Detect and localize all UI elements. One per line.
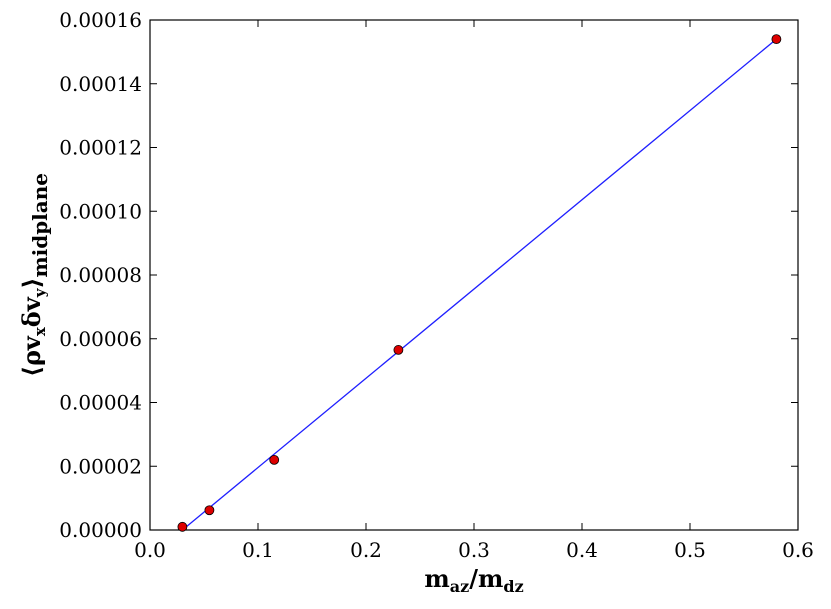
fit-line: [181, 38, 777, 531]
y-axis-label: ⟨ρvxδvy⟩midplane: [17, 173, 52, 377]
x-tick-label: 0.4: [566, 538, 598, 562]
y-axis-label-sub-x: x: [31, 326, 49, 336]
ticks: [149, 19, 799, 531]
x-tick-label: 0.0: [134, 538, 166, 562]
data-point: [269, 454, 280, 465]
x-tick-label: 0.5: [674, 538, 706, 562]
series: [177, 34, 782, 532]
data-point: [204, 505, 215, 516]
tick-labels: 0.0 0.1 0.2 0.3 0.4 0.5 0.6 0.00000 0.00002 0.000…: [59, 8, 814, 562]
y-axis-label-open: ⟨ρv: [17, 335, 46, 377]
data-point: [771, 34, 782, 45]
x-axis-label-slash: /: [469, 564, 478, 593]
x-tick-label: 0.2: [350, 538, 382, 562]
y-tick-label: 0.00002: [59, 454, 142, 478]
y-tick-label: 0.00014: [59, 72, 142, 96]
y-axis-label-close: ⟩: [17, 278, 46, 289]
x-tick-label: 0.1: [242, 538, 274, 562]
y-tick-label: 0.00016: [59, 8, 142, 32]
data-point: [393, 345, 404, 355]
y-tick-label: 0.00006: [59, 327, 142, 351]
x-tick-label: 0.6: [782, 538, 814, 562]
y-axis-label-mid: δv: [17, 296, 46, 327]
y-axis-label-sub: midplane: [28, 173, 52, 278]
y-axis-label-sub-y: y: [31, 287, 49, 298]
x-axis-label-m1: m: [424, 564, 449, 593]
x-axis-label-sub2: dz: [503, 577, 523, 596]
y-tick-label: 0.00010: [59, 199, 142, 223]
plot-frame: [149, 19, 799, 531]
y-tick-label: 0.00012: [59, 136, 142, 160]
x-axis-label: maz/mdz: [424, 564, 523, 596]
y-tick-label: 0.00008: [59, 263, 142, 287]
x-tick-label: 0.3: [458, 538, 490, 562]
x-axis-label-sub1: az: [450, 577, 469, 596]
y-tick-label: 0.00000: [59, 518, 142, 542]
data-point: [177, 521, 188, 532]
x-axis-label-m2: m: [478, 564, 503, 593]
y-tick-label: 0.00004: [59, 391, 142, 415]
